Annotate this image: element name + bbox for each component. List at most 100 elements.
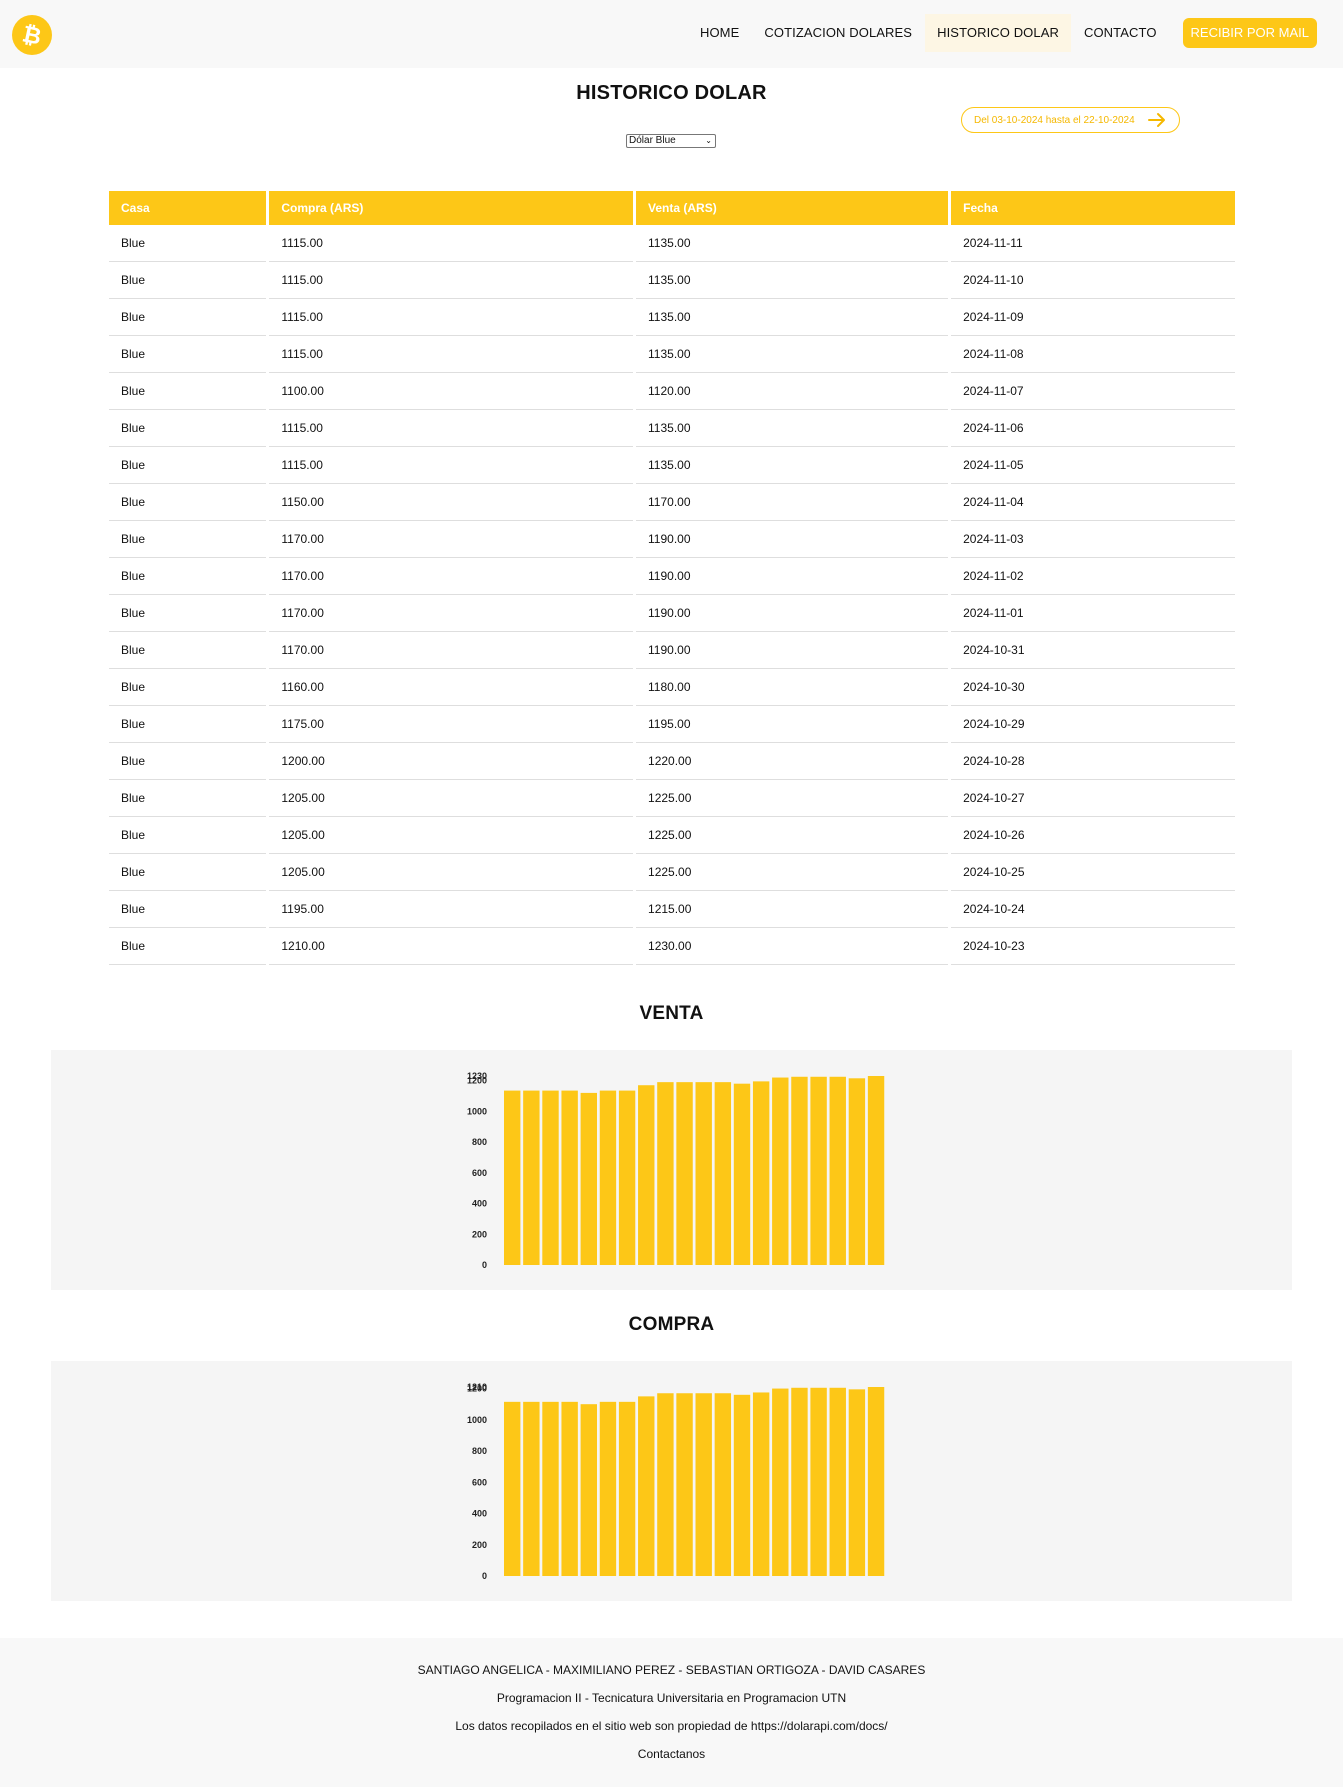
bar[interactable] [695, 1393, 712, 1576]
cell-fecha: 2024-11-07 [951, 373, 1235, 410]
y-tick-label: 800 [472, 1137, 487, 1147]
bar[interactable] [733, 1083, 751, 1265]
bar[interactable] [542, 1090, 559, 1265]
cell-fecha: 2024-11-11 [951, 225, 1235, 262]
nav-cotizacion-dolares[interactable]: COTIZACION DOLARES [764, 25, 913, 40]
cell-fecha: 2024-11-05 [951, 447, 1235, 484]
chevron-down-icon: ⌄ [705, 136, 712, 145]
cell-casa: Blue [109, 484, 267, 521]
cell-venta: 1190.00 [636, 595, 949, 632]
bar[interactable] [676, 1393, 693, 1576]
cell-casa: Blue [109, 336, 267, 373]
bar[interactable] [561, 1090, 578, 1265]
cell-casa: Blue [109, 928, 267, 965]
bar[interactable] [542, 1401, 559, 1576]
bitcoin-logo-icon[interactable]: ₿ [12, 15, 52, 55]
bar[interactable] [714, 1082, 732, 1265]
bar[interactable] [561, 1401, 578, 1576]
y-tick-label: 1000 [467, 1415, 487, 1425]
bar[interactable] [829, 1076, 846, 1265]
bar[interactable] [791, 1076, 808, 1265]
bar[interactable] [752, 1392, 770, 1576]
bar[interactable] [848, 1389, 866, 1576]
bar[interactable] [772, 1388, 789, 1576]
cell-compra: 1100.00 [269, 373, 634, 410]
history-table: Casa Compra (ARS) Venta (ARS) Fecha Blue… [106, 191, 1238, 965]
bar[interactable] [867, 1076, 885, 1265]
bar[interactable] [618, 1090, 636, 1265]
cell-venta: 1195.00 [636, 706, 949, 743]
main-nav: HOME COTIZACION DOLARES HISTORICO DOLAR … [687, 14, 1317, 52]
table-row: Blue 1200.00 1220.00 2024-10-28 [109, 743, 1235, 780]
bar[interactable] [752, 1081, 770, 1265]
bar[interactable] [695, 1082, 712, 1265]
cell-fecha: 2024-11-02 [951, 558, 1235, 595]
cell-fecha: 2024-10-28 [951, 743, 1235, 780]
bar[interactable] [638, 1396, 655, 1576]
bar[interactable] [580, 1092, 597, 1265]
cell-compra: 1115.00 [269, 299, 634, 336]
cell-venta: 1135.00 [636, 410, 949, 447]
cell-venta: 1170.00 [636, 484, 949, 521]
cell-venta: 1220.00 [636, 743, 949, 780]
cell-casa: Blue [109, 262, 267, 299]
table-row: Blue 1115.00 1135.00 2024-11-05 [109, 447, 1235, 484]
bar[interactable] [523, 1401, 540, 1576]
bar[interactable] [523, 1090, 540, 1265]
cell-fecha: 2024-11-06 [951, 410, 1235, 447]
date-range-button[interactable]: Del 03-10-2024 hasta el 22-10-2024 [961, 107, 1180, 133]
cell-casa: Blue [109, 743, 267, 780]
nav-contacto[interactable]: CONTACTO [1083, 25, 1157, 40]
footer-contact-link[interactable]: Contactanos [637, 1747, 706, 1761]
cell-fecha: 2024-11-09 [951, 299, 1235, 336]
bar[interactable] [733, 1394, 751, 1576]
bar[interactable] [676, 1082, 693, 1265]
navbar: ₿ HOME COTIZACION DOLARES HISTORICO DOLA… [0, 0, 1343, 68]
bar[interactable] [714, 1393, 732, 1576]
y-tick-label: 200 [472, 1540, 487, 1550]
bar[interactable] [791, 1387, 808, 1576]
table-row: Blue 1170.00 1190.00 2024-11-01 [109, 595, 1235, 632]
nav-home[interactable]: HOME [699, 25, 740, 40]
bar[interactable] [504, 1090, 521, 1265]
cell-venta: 1190.00 [636, 521, 949, 558]
bar[interactable] [867, 1387, 885, 1576]
cell-fecha: 2024-10-30 [951, 669, 1235, 706]
bar[interactable] [504, 1401, 521, 1576]
y-tick-label: 600 [472, 1477, 487, 1487]
cell-venta: 1135.00 [636, 262, 949, 299]
table-row: Blue 1195.00 1215.00 2024-10-24 [109, 891, 1235, 928]
bar[interactable] [657, 1082, 674, 1265]
bar[interactable] [599, 1090, 617, 1265]
cell-compra: 1115.00 [269, 262, 634, 299]
table-row: Blue 1210.00 1230.00 2024-10-23 [109, 928, 1235, 965]
cell-venta: 1225.00 [636, 854, 949, 891]
table-row: Blue 1115.00 1135.00 2024-11-09 [109, 299, 1235, 336]
bar[interactable] [810, 1076, 827, 1265]
cell-casa: Blue [109, 558, 267, 595]
bar[interactable] [848, 1078, 866, 1265]
bar[interactable] [638, 1085, 655, 1265]
bar[interactable] [657, 1393, 674, 1576]
col-venta: Venta (ARS) [636, 191, 949, 225]
y-tick-label: 1200 [467, 1384, 487, 1394]
bar[interactable] [772, 1077, 789, 1265]
cell-compra: 1150.00 [269, 484, 634, 521]
cell-venta: 1180.00 [636, 669, 949, 706]
cell-casa: Blue [109, 410, 267, 447]
cell-casa: Blue [109, 817, 267, 854]
table-row: Blue 1175.00 1195.00 2024-10-29 [109, 706, 1235, 743]
bar[interactable] [829, 1387, 846, 1576]
nav-historico-dolar[interactable]: HISTORICO DOLAR [925, 14, 1071, 52]
bar[interactable] [599, 1401, 617, 1576]
dollar-type-select[interactable]: Dólar Blue ⌄ [626, 134, 716, 148]
bar[interactable] [580, 1404, 597, 1576]
cell-venta: 1190.00 [636, 632, 949, 669]
recibir-por-mail-button[interactable]: RECIBIR POR MAIL [1182, 18, 1317, 48]
table-row: Blue 1115.00 1135.00 2024-11-06 [109, 410, 1235, 447]
bar[interactable] [618, 1401, 636, 1576]
bar[interactable] [810, 1387, 827, 1576]
cell-casa: Blue [109, 891, 267, 928]
